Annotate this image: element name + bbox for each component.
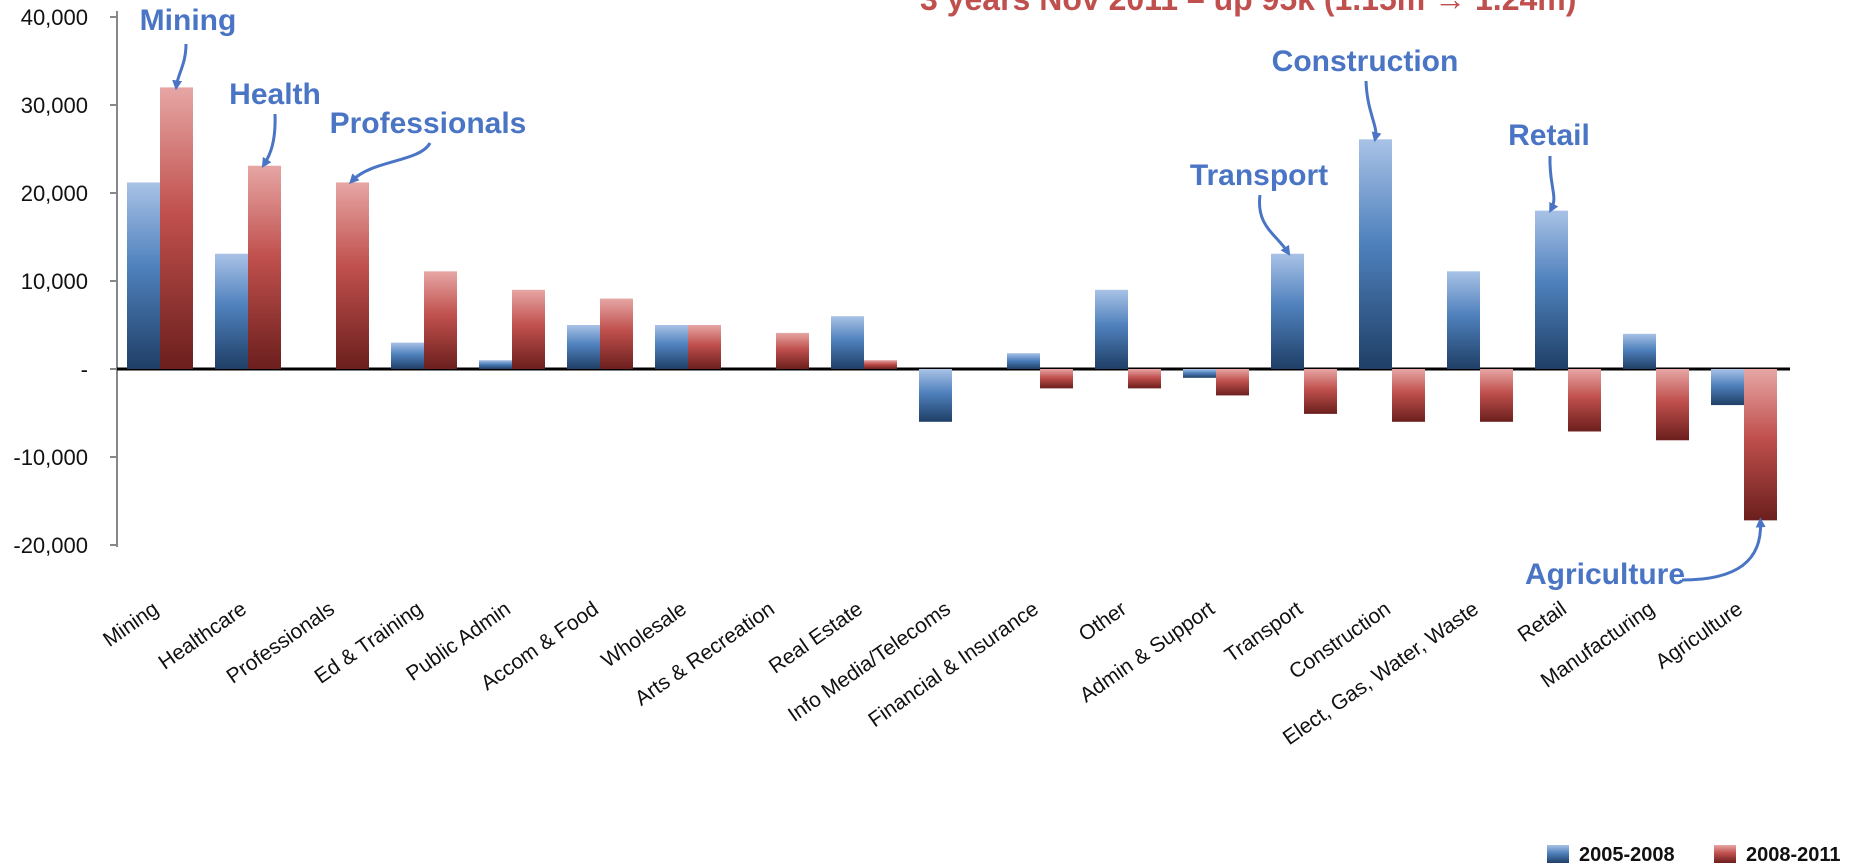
legend: 2005-2008 2008-2011 xyxy=(1547,844,1841,865)
x-tick-label-retail: Retail xyxy=(1514,597,1571,647)
x-tick-label-agriculture: Agriculture xyxy=(1651,597,1746,673)
bar-ed-training-2005-2008 xyxy=(391,342,424,369)
annotation-arrow-transport xyxy=(1258,194,1291,256)
bar-elect-gas-water-waste-2005-2008 xyxy=(1447,271,1480,369)
y-tick-label: - xyxy=(81,357,88,382)
bar-other-2005-2008 xyxy=(1095,289,1128,369)
annotation-arrow-construction xyxy=(1364,80,1382,143)
bar-professionals-2008-2011 xyxy=(336,182,369,369)
bar-financial-insurance-2005-2008 xyxy=(1007,353,1040,369)
annotation-arrow-retail xyxy=(1548,155,1559,214)
bar-real-estate-2008-2011 xyxy=(864,360,897,369)
annotation-agriculture: Agriculture xyxy=(1525,558,1685,591)
x-tick-label-other: Other xyxy=(1075,597,1131,646)
bar-info-media-telecoms-2005-2008 xyxy=(919,369,952,422)
annotation-health: Health xyxy=(229,78,321,111)
annotation-arrow-professionals xyxy=(349,142,432,185)
bar-admin-support-2005-2008 xyxy=(1183,369,1216,378)
legend-swatch-2005-2008 xyxy=(1547,845,1569,863)
bar-ed-training-2008-2011 xyxy=(424,271,457,369)
bar-public-admin-2008-2011 xyxy=(512,289,545,369)
bar-public-admin-2005-2008 xyxy=(479,360,512,369)
y-tick-label: 40,000 xyxy=(21,5,88,30)
x-tick-label-transport: Transport xyxy=(1221,597,1307,667)
x-tick-label-mining: Mining xyxy=(99,597,163,651)
annotations: Mining Health Professionals Transport Constr… xyxy=(140,4,1766,591)
y-tick-label: -20,000 xyxy=(13,533,88,558)
bar-retail-2008-2011 xyxy=(1568,369,1601,432)
bar-elect-gas-water-waste-2008-2011 xyxy=(1480,369,1513,422)
bar-transport-2008-2011 xyxy=(1304,369,1337,414)
annotation-transport: Transport xyxy=(1190,159,1328,192)
annotation-arrow-agriculture xyxy=(1681,517,1766,582)
bar-mining-2008-2011 xyxy=(160,87,193,370)
chart-title: 3 years Nov 2011 – up 95k (1.15m → 1.24m… xyxy=(920,0,1576,17)
annotation-arrow-mining xyxy=(172,43,188,91)
y-tick-label: 30,000 xyxy=(21,93,88,118)
y-tick-label: 20,000 xyxy=(21,181,88,206)
annotation-construction: Construction xyxy=(1272,45,1459,78)
bar-real-estate-2005-2008 xyxy=(831,316,864,369)
bar-other-2008-2011 xyxy=(1128,369,1161,389)
bar-accom-food-2005-2008 xyxy=(567,325,600,369)
y-tick-label: 10,000 xyxy=(21,269,88,294)
legend-label-2008-2011: 2008-2011 xyxy=(1746,844,1841,865)
bar-admin-support-2008-2011 xyxy=(1216,369,1249,396)
bar-wholesale-2005-2008 xyxy=(655,325,688,369)
bar-accom-food-2008-2011 xyxy=(600,298,633,369)
bar-construction-2005-2008 xyxy=(1359,139,1392,369)
annotation-professionals: Professionals xyxy=(330,107,527,140)
legend-swatch-2008-2011 xyxy=(1714,845,1736,863)
bar-manufacturing-2005-2008 xyxy=(1623,333,1656,369)
x-tick-label-financial-insurance: Financial & Insurance xyxy=(864,597,1043,732)
annotation-retail: Retail xyxy=(1508,119,1590,152)
bar-agriculture-2008-2011 xyxy=(1744,369,1777,521)
legend-label-2005-2008: 2005-2008 xyxy=(1579,844,1675,865)
bar-manufacturing-2008-2011 xyxy=(1656,369,1689,441)
x-tick-label-info-media-telecoms: Info Media/Telecoms xyxy=(784,597,955,726)
bar-financial-insurance-2008-2011 xyxy=(1040,369,1073,389)
bar-healthcare-2008-2011 xyxy=(248,165,281,369)
bar-wholesale-2008-2011 xyxy=(688,325,721,369)
bars xyxy=(127,87,1777,521)
annotation-mining: Mining xyxy=(140,4,237,37)
annotation-arrow-health xyxy=(261,113,277,168)
bar-transport-2005-2008 xyxy=(1271,253,1304,369)
bar-retail-2005-2008 xyxy=(1535,210,1568,369)
bar-arts-recreation-2008-2011 xyxy=(776,332,809,369)
y-tick-label: -10,000 xyxy=(13,445,88,470)
bar-agriculture-2005-2008 xyxy=(1711,369,1744,406)
bar-mining-2005-2008 xyxy=(127,182,160,369)
bar-construction-2008-2011 xyxy=(1392,369,1425,422)
bar-healthcare-2005-2008 xyxy=(215,253,248,369)
